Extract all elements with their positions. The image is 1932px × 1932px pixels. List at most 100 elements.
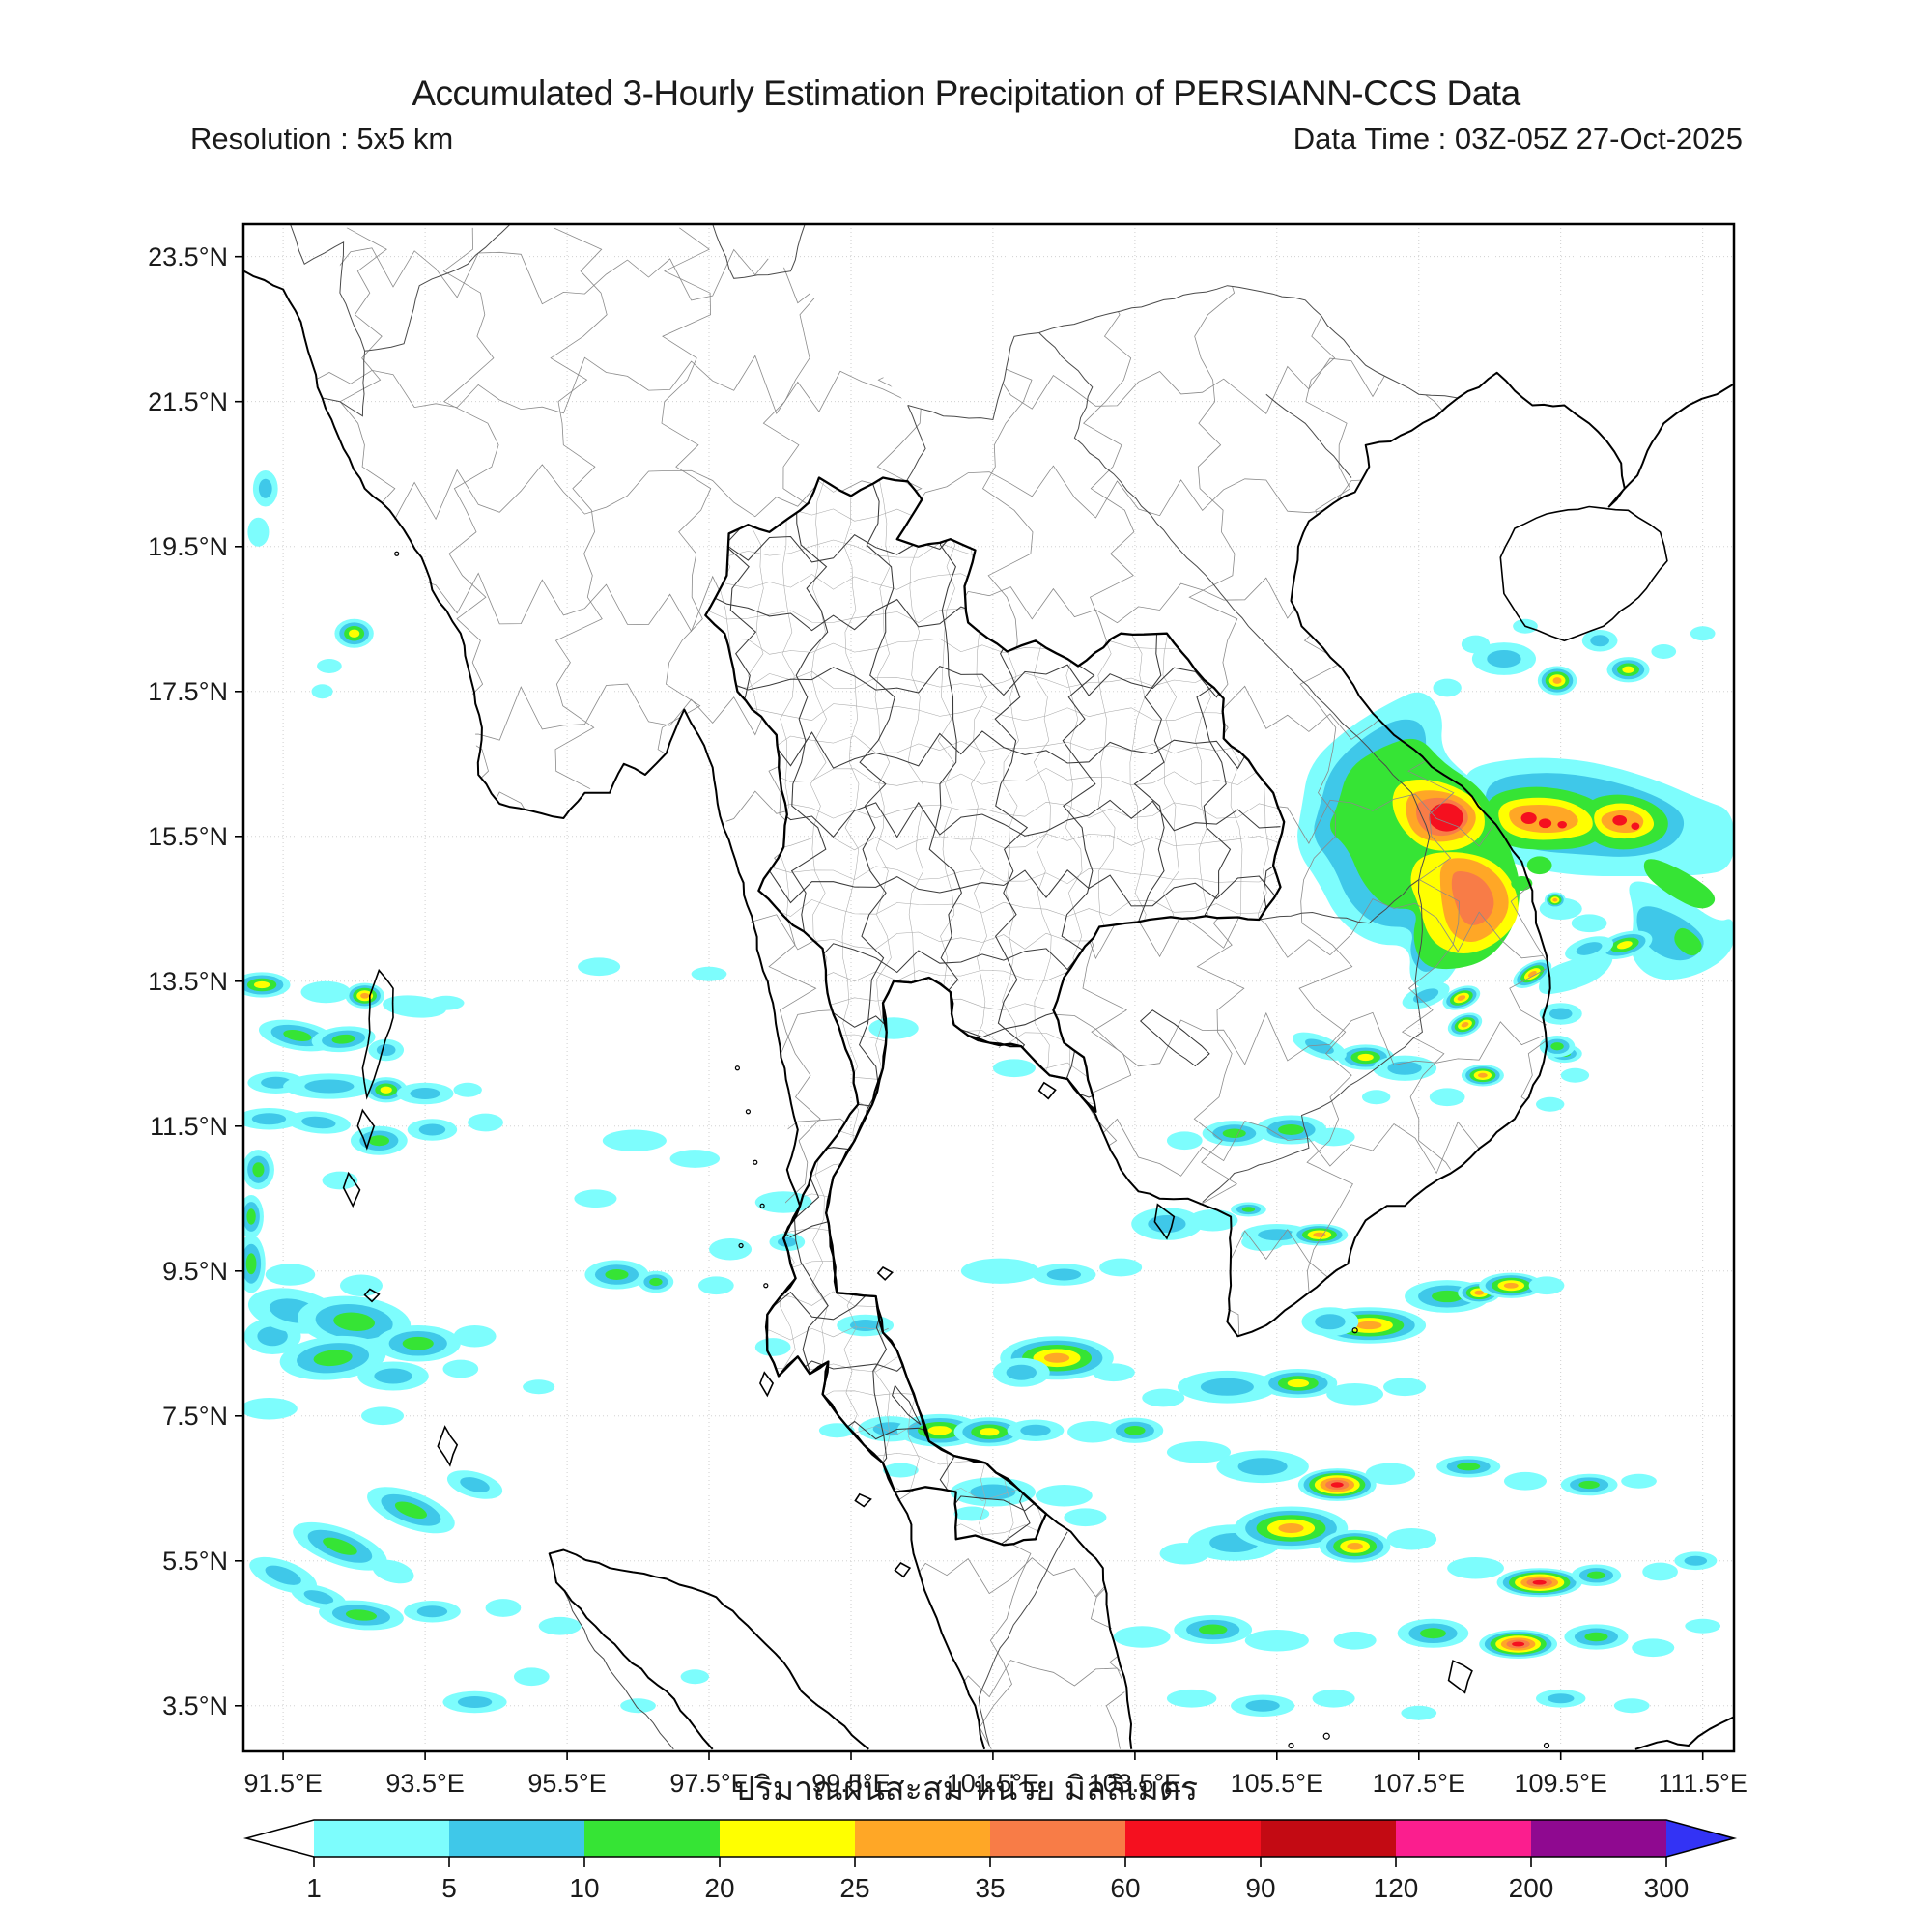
precip-cell <box>1685 1618 1721 1634</box>
islet-dot <box>753 1159 758 1165</box>
colorbar-segment <box>1261 1820 1397 1857</box>
colorbar-segment <box>1531 1820 1667 1857</box>
precip-cell <box>1241 1207 1256 1212</box>
precip-cell <box>1457 995 1466 1001</box>
island-outline <box>759 1371 775 1398</box>
lat-tick-label: 15.5°N <box>148 822 228 851</box>
precip-cell <box>323 1537 357 1555</box>
geography-layer <box>243 224 1734 1750</box>
precip-cell <box>620 1698 656 1714</box>
colorbar-segment <box>1125 1820 1262 1857</box>
precip-cell <box>460 1477 490 1492</box>
precip-cell <box>322 1171 358 1190</box>
lake-outline <box>892 1384 922 1426</box>
precip-cell <box>1113 1626 1171 1648</box>
precip-cell <box>1631 822 1640 830</box>
precip-cell <box>243 1398 298 1420</box>
precip-cell <box>1278 1522 1304 1534</box>
precip-cell <box>1046 1268 1082 1281</box>
lat-tick-label: 13.5°N <box>148 967 228 996</box>
precip-cell <box>1576 942 1603 955</box>
precip-cell <box>265 1264 316 1286</box>
colorbar-tick-label: 200 <box>1509 1873 1554 1903</box>
precip-cell <box>1429 1088 1465 1107</box>
precip-cell <box>313 1350 353 1367</box>
precip-cell <box>265 1565 301 1585</box>
precip-cell <box>605 1269 629 1280</box>
precip-cell <box>1447 1557 1504 1579</box>
country-border <box>905 405 926 482</box>
colorbar-tick-label: 120 <box>1374 1873 1419 1903</box>
precip-cell <box>1571 914 1607 933</box>
lon-tick-label: 97.5°E <box>669 1769 748 1798</box>
islet-dot <box>1543 1742 1550 1749</box>
lon-tick-label: 99.5°E <box>811 1769 890 1798</box>
precip-cell <box>1584 1632 1608 1642</box>
island-outline <box>1153 1203 1176 1240</box>
colorbar-segment <box>584 1820 721 1857</box>
precip-cell <box>578 957 621 977</box>
precip-cell <box>1690 626 1716 641</box>
colorbar-segment <box>449 1820 585 1857</box>
precip-cell <box>1461 1021 1469 1028</box>
precip-cell <box>1258 1229 1296 1241</box>
precip-cell <box>992 1059 1036 1078</box>
lon-tick-label: 95.5°E <box>527 1769 606 1798</box>
precip-cell <box>1526 856 1552 875</box>
colorbar-tick-label: 5 <box>441 1873 457 1903</box>
precip-cell <box>538 1616 582 1635</box>
lon-tick-label: 103.5°E <box>1089 1769 1181 1798</box>
precip-cell <box>1326 1383 1384 1406</box>
precip-cell <box>1477 1072 1488 1078</box>
precip-cell <box>1401 1705 1437 1720</box>
precip-cell <box>1020 1424 1051 1436</box>
coastline <box>548 1548 869 1750</box>
precip-cell <box>394 1501 427 1520</box>
precip-cell <box>1200 1378 1254 1396</box>
lake-outline <box>1139 1009 1210 1067</box>
precip-cell <box>1560 1067 1590 1083</box>
lon-tick-label: 109.5°E <box>1515 1769 1607 1798</box>
precip-cell <box>283 1030 312 1041</box>
precip-cell <box>360 1406 405 1426</box>
precip-cell <box>418 1123 446 1136</box>
precip-cell <box>953 1506 990 1521</box>
precip-cell <box>1487 649 1521 668</box>
precip-cell <box>1587 1571 1605 1579</box>
lat-tick-label: 5.5°N <box>162 1547 228 1576</box>
precip-cell <box>1550 1042 1564 1051</box>
islet-dot <box>1288 1742 1294 1749</box>
precip-cell <box>1278 1124 1304 1135</box>
precip-cell <box>1457 1463 1481 1471</box>
precip-cell <box>311 684 333 699</box>
precip-cell <box>709 1238 753 1261</box>
precip-cell <box>1684 1555 1708 1566</box>
island-outline <box>1499 505 1668 642</box>
precip-cell <box>258 478 272 498</box>
precip-contour <box>1643 859 1716 909</box>
precip-cell <box>1099 1258 1143 1277</box>
precip-cell <box>1612 815 1628 826</box>
precipitation-layer <box>243 470 1734 1720</box>
coastline <box>243 270 986 1750</box>
colorbar-tick-label: 20 <box>704 1873 734 1903</box>
precip-cell <box>1148 1214 1186 1234</box>
country-border <box>978 1531 1068 1747</box>
precip-cell <box>1520 812 1537 824</box>
precip-cell <box>1142 1388 1185 1407</box>
country-border <box>562 1589 674 1750</box>
precip-cell <box>1245 1699 1280 1712</box>
page-title: Accumulated 3-Hourly Estimation Precipit… <box>412 73 1520 113</box>
lat-tick-label: 9.5°N <box>162 1257 228 1286</box>
lon-tick-label: 93.5°E <box>385 1769 464 1798</box>
island-outline <box>363 1288 381 1303</box>
lat-tick-label: 11.5°N <box>150 1112 228 1141</box>
precip-cell <box>697 1276 734 1295</box>
precip-cell <box>374 1368 412 1384</box>
precip-cell <box>402 1336 434 1350</box>
precip-cell <box>349 629 360 638</box>
precip-cell <box>691 966 727 981</box>
precip-cell <box>1616 941 1633 950</box>
